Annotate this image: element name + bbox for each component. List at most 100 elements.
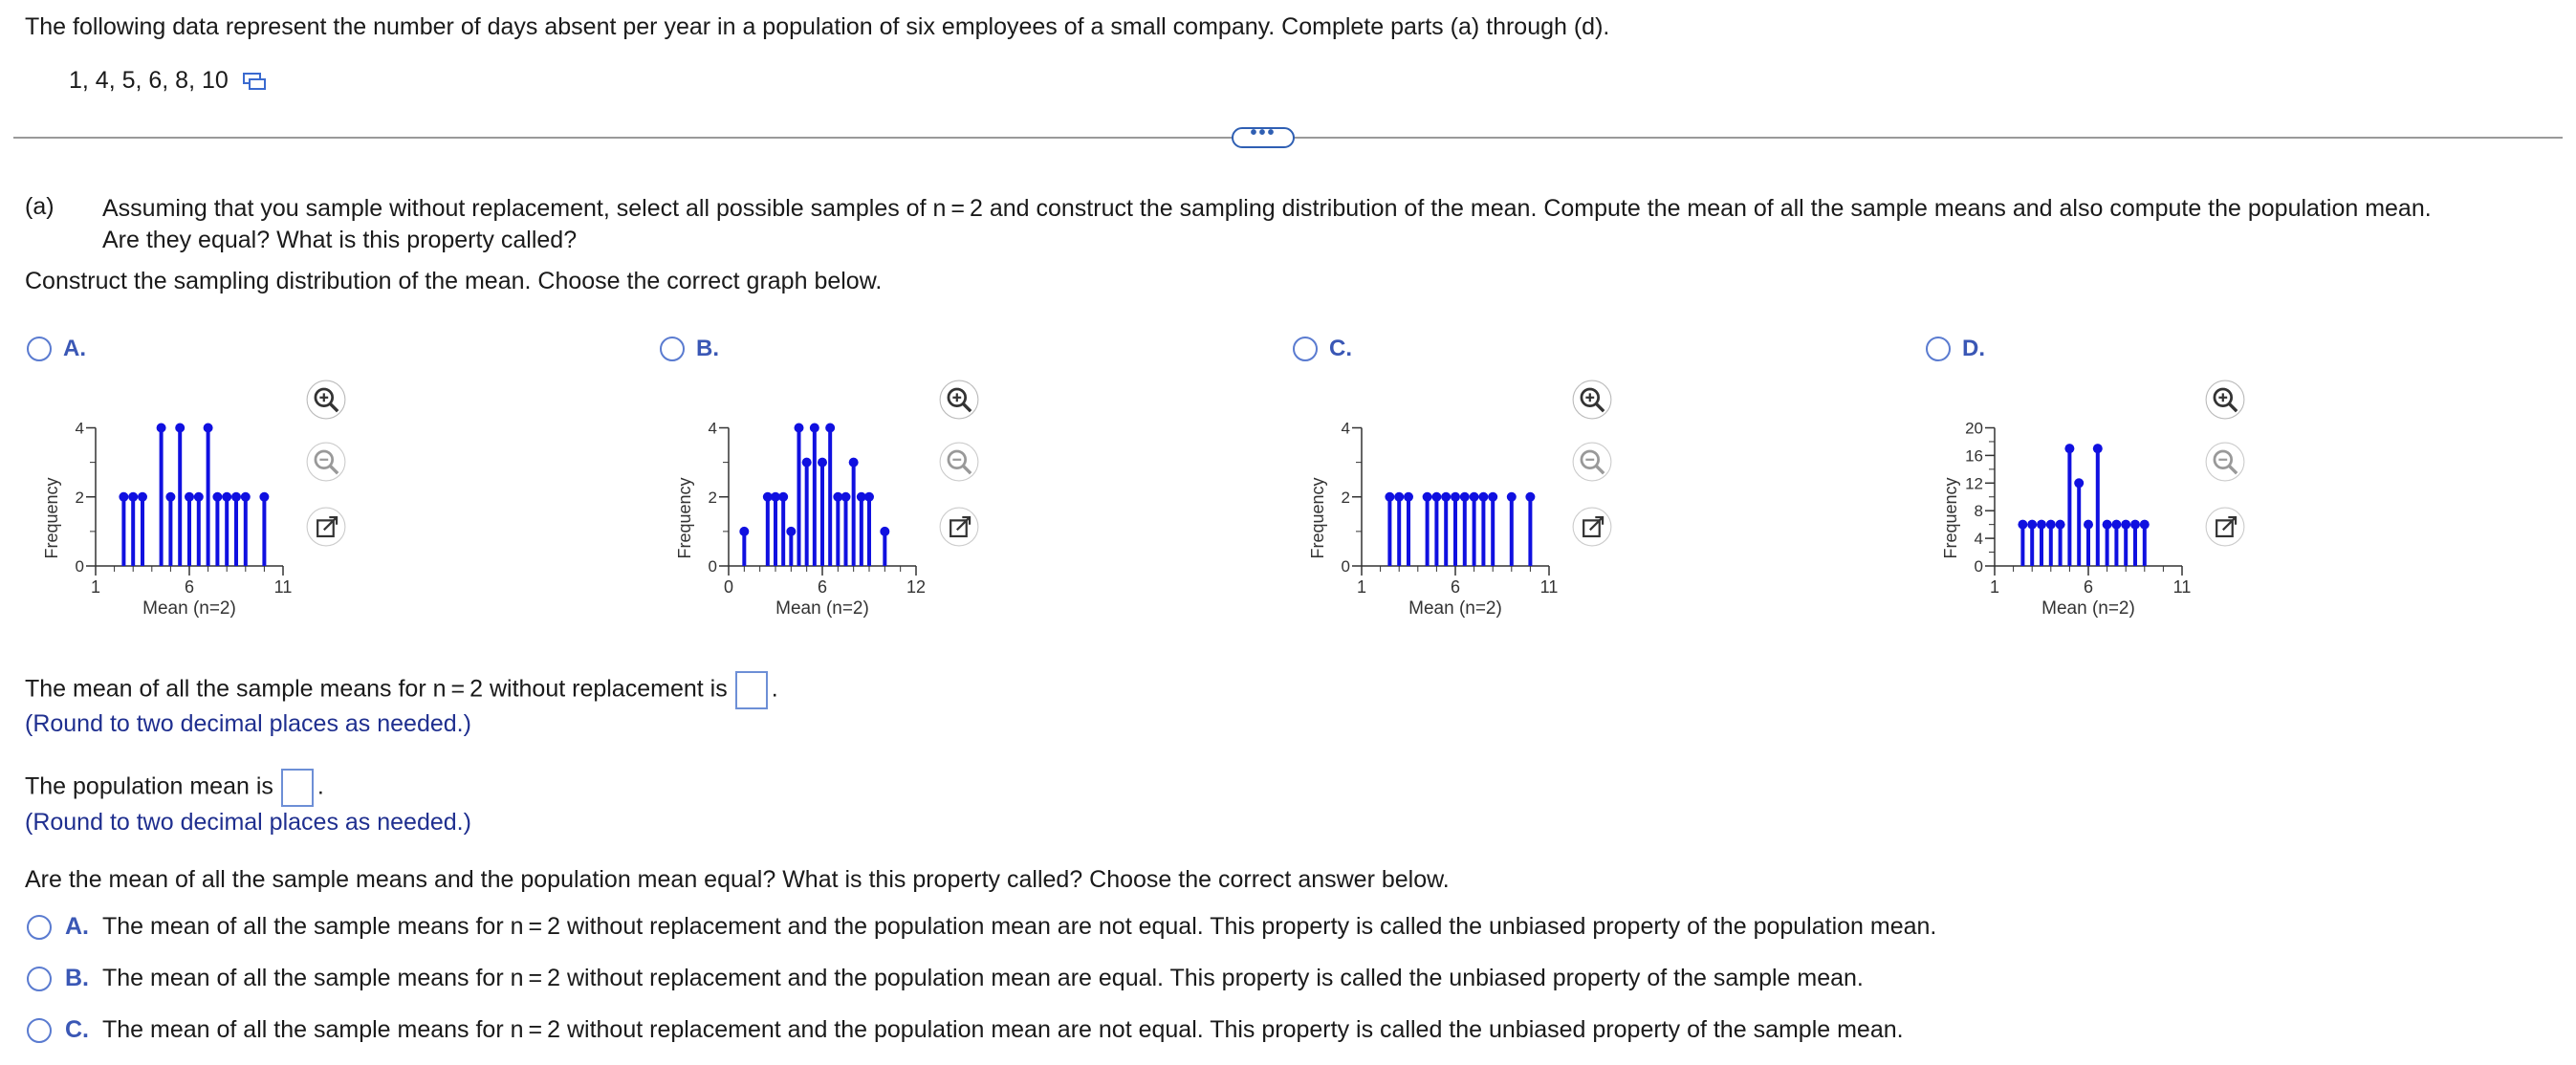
x-tick-label: 6 — [2084, 577, 2093, 597]
x-tick-label: 11 — [2173, 577, 2192, 597]
construct-instruction: Construct the sampling distribution of t… — [25, 268, 883, 294]
open-external-icon[interactable] — [306, 507, 346, 547]
chart-a: 1 6 11 0 2 4 Mean (n=2) Frequency — [42, 420, 292, 619]
graph-option-d-radio[interactable] — [1926, 337, 1951, 361]
graph-option-b[interactable]: B. — [660, 336, 719, 362]
stem-point — [1525, 491, 1536, 502]
x-axis-label: Mean (n=2) — [1408, 598, 1502, 619]
stem-point — [156, 423, 166, 433]
graph-option-b-letter: B. — [696, 336, 719, 361]
choice-a[interactable]: A. The mean of all the sample means for … — [27, 913, 1936, 941]
zoom-in-icon[interactable] — [939, 380, 979, 420]
zoom-out-icon[interactable] — [1572, 442, 1612, 482]
zoom-out-icon[interactable] — [939, 442, 979, 482]
graph-option-d-letter: D. — [1962, 336, 1985, 361]
stem-point — [193, 491, 204, 502]
stem-point — [231, 491, 241, 502]
data-values: 1, 4, 5, 6, 8, 10 — [69, 67, 229, 94]
equal-question: Are the mean of all the sample means and… — [25, 866, 1450, 893]
stem-point — [2130, 519, 2140, 530]
stem-point — [848, 457, 859, 467]
stem-point — [1478, 491, 1489, 502]
question-line-2: Are they equal? What is this property ca… — [102, 227, 578, 253]
stem-point — [175, 423, 186, 433]
stem-point — [1422, 491, 1432, 502]
stem-point — [809, 423, 819, 433]
mean-sample-hint: (Round to two decimal places as needed.) — [25, 710, 471, 737]
x-tick-label: 0 — [724, 577, 733, 597]
choice-a-radio[interactable] — [27, 914, 52, 940]
stem-point — [1385, 491, 1395, 502]
stem-point — [259, 491, 270, 502]
stem-point — [818, 457, 827, 467]
stem-point — [128, 491, 139, 502]
stem-point — [1451, 491, 1460, 502]
stem-point — [864, 491, 874, 502]
y-tick-label: 16 — [1965, 446, 1983, 465]
chart-c: 1 6 11 0 2 4 Mean (n=2) Frequency — [1308, 420, 1558, 619]
question-line-1: Assuming that you sample without replace… — [102, 195, 2432, 222]
zoom-out-icon[interactable] — [2205, 442, 2245, 482]
y-tick-label: 0 — [709, 557, 717, 576]
stem-point — [2111, 519, 2122, 530]
mean-sample-input[interactable] — [734, 671, 768, 709]
stem-point — [222, 491, 232, 502]
y-tick-label: 12 — [1965, 474, 1983, 492]
stem-point — [771, 491, 780, 502]
open-external-icon[interactable] — [2205, 507, 2245, 547]
graph-option-a-radio[interactable] — [27, 337, 52, 361]
y-tick-label: 0 — [1975, 557, 1983, 576]
x-axis-label: Mean (n=2) — [142, 598, 236, 619]
stem-point — [825, 423, 836, 433]
y-tick-label: 8 — [1975, 502, 1983, 520]
x-tick-label: 1 — [1357, 577, 1366, 597]
zoom-in-icon[interactable] — [306, 380, 346, 420]
y-tick-label: 0 — [1342, 557, 1350, 576]
mean-sample-text: The mean of all the sample means for n =… — [25, 675, 728, 703]
expand-more-button[interactable]: ••• — [1232, 123, 1295, 148]
zoom-in-icon[interactable] — [2205, 380, 2245, 420]
y-axis-label: Frequency — [1941, 477, 1960, 558]
stem-point — [2139, 519, 2150, 530]
part-a-question: Assuming that you sample without replace… — [102, 193, 2550, 256]
x-axis-label: Mean (n=2) — [2041, 598, 2135, 619]
choice-b[interactable]: B. The mean of all the sample means for … — [27, 965, 1864, 992]
choice-b-radio[interactable] — [27, 966, 52, 991]
graph-option-d[interactable]: D. — [1926, 336, 1985, 362]
choice-c-radio[interactable] — [27, 1017, 52, 1043]
stem-point — [2092, 444, 2103, 454]
choice-c[interactable]: C. The mean of all the sample means for … — [27, 1016, 1904, 1044]
x-tick-label: 6 — [818, 577, 827, 597]
pop-mean-input[interactable] — [280, 769, 314, 807]
choice-a-text: The mean of all the sample means for n =… — [102, 913, 1937, 940]
stem-point — [2064, 444, 2075, 454]
stem-point — [801, 457, 812, 467]
stem-point — [1469, 491, 1479, 502]
graph-option-b-radio[interactable] — [660, 337, 685, 361]
zoom-in-icon[interactable] — [1572, 380, 1612, 420]
choice-c-letter: C. — [65, 1016, 89, 1043]
stem-point — [778, 491, 789, 502]
graph-option-c-radio[interactable] — [1293, 337, 1318, 361]
copy-icon[interactable] — [242, 71, 267, 92]
open-external-icon[interactable] — [939, 507, 979, 547]
x-tick-label: 6 — [1451, 577, 1460, 597]
stem-point — [119, 491, 129, 502]
graph-option-a[interactable]: A. — [27, 336, 86, 362]
stem-point — [1404, 491, 1413, 502]
open-external-icon[interactable] — [1572, 507, 1612, 547]
zoom-out-icon[interactable] — [306, 442, 346, 482]
chart-b: 0 6 12 0 2 4 Mean (n=2) Frequency — [675, 420, 926, 619]
stem-point — [762, 491, 773, 502]
y-tick-label: 4 — [1975, 530, 1983, 548]
x-tick-label: 12 — [906, 577, 926, 597]
x-tick-label: 6 — [185, 577, 194, 597]
y-tick-label: 2 — [76, 489, 84, 507]
pop-mean-statement: The population mean is. — [25, 769, 324, 807]
stem-point — [1488, 491, 1498, 502]
graph-option-c[interactable]: C. — [1293, 336, 1352, 362]
choice-b-text: The mean of all the sample means for n =… — [102, 965, 1864, 991]
x-axis-label: Mean (n=2) — [775, 598, 869, 619]
stem-point — [2045, 519, 2056, 530]
